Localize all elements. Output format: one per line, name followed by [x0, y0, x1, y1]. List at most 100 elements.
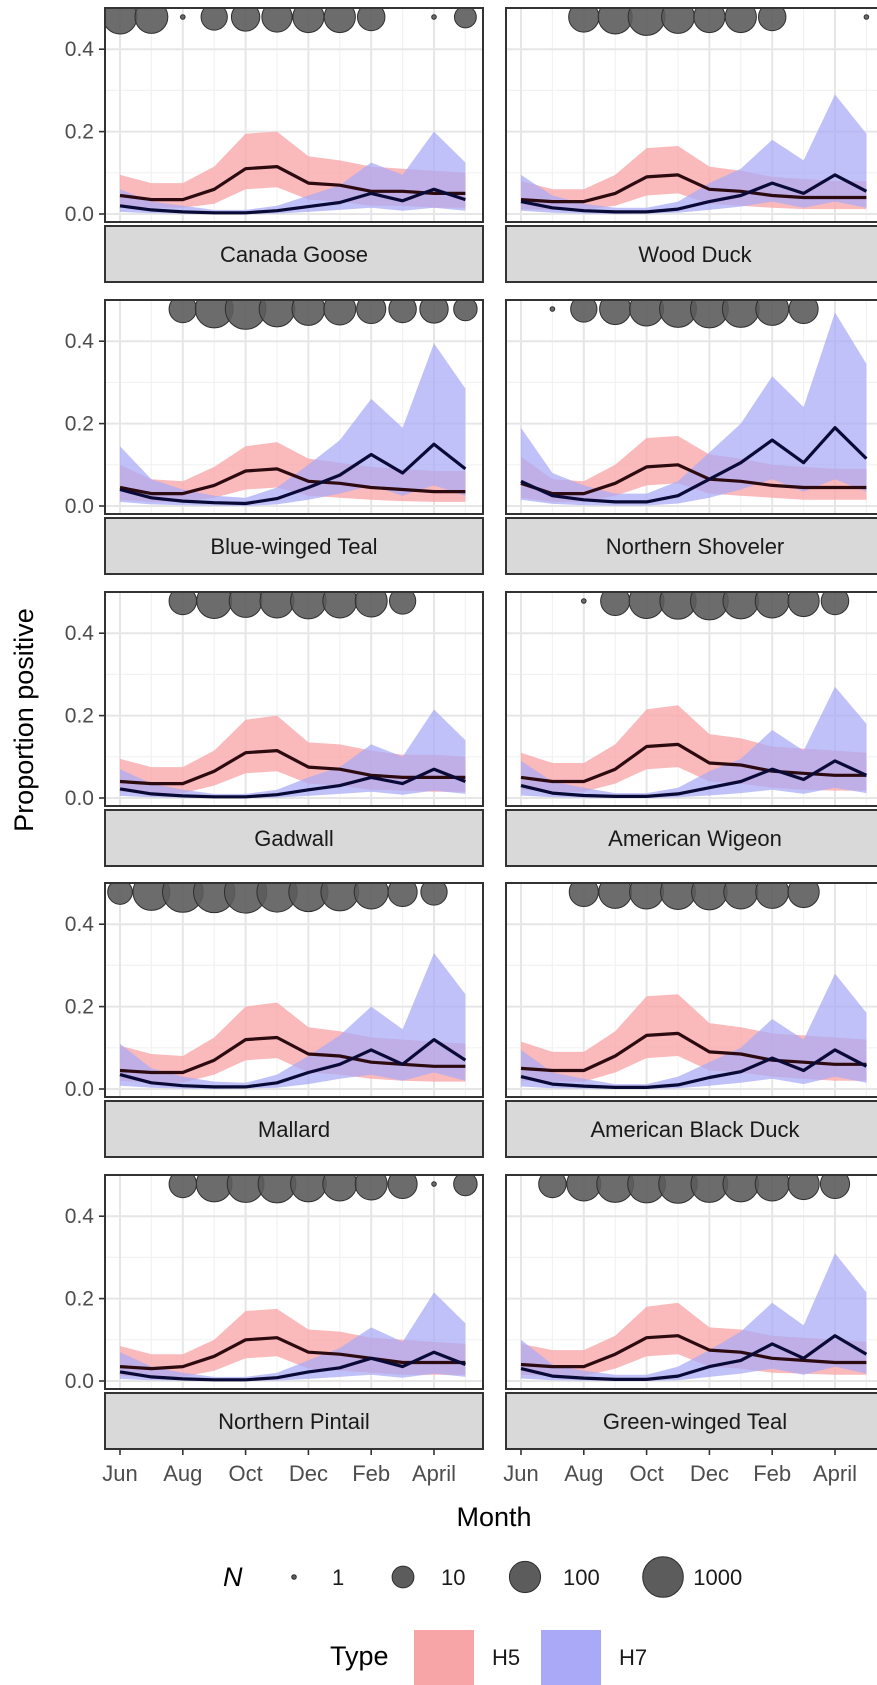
panel-wood-duck: Wood Duck [505, 7, 877, 283]
sample-size-point [721, 300, 760, 328]
fill-legend-title: Type [330, 1641, 389, 1671]
sample-size-point [259, 592, 295, 619]
strip-background [505, 225, 877, 283]
sample-size-point [598, 883, 633, 909]
h7-ribbon [521, 312, 867, 506]
x-tick-label: Feb [352, 1461, 390, 1486]
sample-size-point [755, 883, 790, 909]
strip-background [104, 1392, 484, 1450]
size-legend-key [642, 1556, 684, 1598]
h7-ribbon [120, 343, 466, 506]
panel-american-wigeon: American Wigeon [505, 591, 877, 867]
sample-size-point [629, 883, 665, 910]
strip-background [505, 1100, 877, 1158]
y-tick-label: 0.0 [65, 495, 94, 518]
panel-blue-winged-teal: Blue-winged Teal 0.0 0.2 0.4 [65, 299, 484, 575]
h7-line [119, 442, 467, 506]
strip-label: Northern Shoveler [606, 534, 785, 559]
sample-size-point [581, 598, 587, 604]
y-tick-label: 0.4 [65, 330, 95, 353]
sample-size-point [200, 8, 228, 31]
sample-size-point [431, 1181, 437, 1187]
x-tick-label: April [412, 1461, 456, 1486]
sample-size-point [196, 592, 233, 619]
sample-size-point [599, 300, 632, 326]
sample-size-point [568, 8, 600, 33]
y-tick-label: 0.2 [65, 413, 94, 436]
sample-size-point [863, 14, 870, 20]
h7-line [119, 187, 466, 215]
sample-size-point [627, 8, 666, 36]
fill-legend-key-h5 [414, 1630, 474, 1685]
strip-label: Canada Goose [220, 242, 368, 267]
sample-size-point [387, 883, 418, 908]
x-tick-label: Dec [289, 1461, 328, 1486]
sample-size-point [570, 300, 598, 323]
sample-size-point [228, 592, 263, 618]
panel-mallard: Mallard 0.0 0.2 0.4 [65, 882, 484, 1158]
h5-line [520, 463, 867, 496]
h5-line [119, 1035, 466, 1075]
sample-size-point [388, 592, 417, 615]
strip-label: American Black Duck [590, 1117, 800, 1142]
h7-ribbon [120, 131, 466, 214]
sample-size-point [723, 883, 759, 910]
x-tick-label: Aug [564, 1461, 603, 1486]
y-tick-label: 0.2 [65, 996, 94, 1019]
h5-line [119, 165, 466, 202]
y-tick-label: 0.0 [65, 1078, 94, 1101]
h5-line [119, 467, 466, 496]
y-tick-label: 0.0 [65, 203, 94, 226]
sample-size-point [661, 8, 695, 34]
strip-background [505, 517, 877, 575]
fill-legend-label-h5: H5 [492, 1645, 520, 1670]
sample-size-point [819, 1175, 851, 1200]
sample-size-point [323, 300, 357, 326]
panel-canada-goose: Canada Goose 0.0 0.2 0.4 [65, 7, 484, 283]
h7-line [520, 173, 868, 214]
sample-size-point [724, 8, 757, 34]
panel-marks [520, 883, 868, 1089]
h5-line [520, 173, 867, 204]
sample-size-point [356, 8, 386, 32]
y-tick-label: 0.2 [65, 705, 94, 728]
y-tick-label: 0.4 [65, 622, 95, 645]
panel-marks [119, 1175, 478, 1382]
sample-size-point [755, 300, 790, 326]
fill-legend: Type H5 H7 [330, 1630, 647, 1685]
sample-size-point [356, 300, 387, 325]
sample-size-point [820, 592, 850, 616]
sample-size-point [538, 1175, 567, 1199]
y-tick-label: 0.0 [65, 1370, 94, 1393]
sample-size-point [787, 592, 820, 618]
sample-size-point [693, 8, 726, 34]
panel-marks [520, 592, 868, 798]
panel-border [104, 7, 484, 223]
h7-line [119, 1350, 466, 1382]
y-axis-title: Proportion positive [9, 608, 39, 832]
sample-size-point [454, 8, 477, 29]
sample-size-point [230, 8, 261, 32]
panel-northern-shoveler: Northern Shoveler [505, 299, 877, 575]
sample-size-point [628, 592, 665, 619]
x-tick-label: Jun [102, 1461, 137, 1486]
sample-size-point [568, 883, 599, 908]
x-tick-label: Dec [690, 1461, 729, 1486]
sample-size-point [134, 8, 169, 34]
sample-size-point [290, 1175, 327, 1203]
sample-size-point [105, 8, 138, 35]
y-tick-label: 0.4 [65, 1205, 95, 1228]
sample-size-point [660, 883, 696, 910]
panel-marks [520, 300, 868, 506]
strip-background [104, 225, 484, 283]
sample-size-point [597, 8, 633, 35]
sample-size-point [453, 1175, 478, 1197]
h7-line [119, 767, 466, 799]
strip-background [505, 1392, 877, 1450]
panel-border [505, 591, 877, 807]
sample-size-point [600, 592, 631, 617]
panel-marks [119, 592, 466, 799]
strip-label: Northern Pintail [218, 1409, 370, 1434]
sample-size-point [691, 883, 728, 911]
panel-green-winged-teal: Green-winged Teal Jun Aug Oct Dec Feb April [503, 1174, 877, 1486]
